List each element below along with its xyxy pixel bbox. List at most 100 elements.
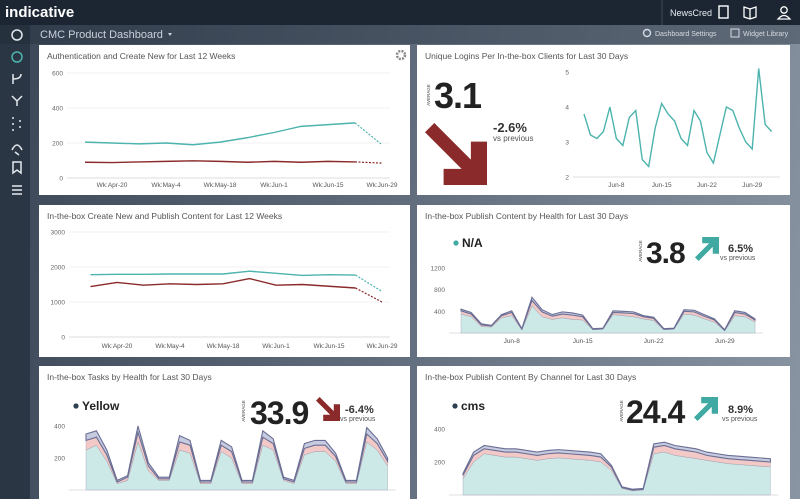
library-link[interactable]: Widget Library <box>743 31 789 38</box>
widget-title: In-the-box Tasks by Health for Last 30 D… <box>47 372 212 382</box>
account[interactable]: NewsCred <box>670 8 712 18</box>
kpi-change: 6.5% <box>728 243 753 255</box>
branch-icon[interactable] <box>12 73 22 84</box>
y-tick-label: 200 <box>52 141 63 148</box>
widget: Authentication and Create New for Last 1… <box>39 45 410 195</box>
kpi-change: -2.6% <box>493 120 527 135</box>
y-tick-label: 600 <box>52 71 63 78</box>
legend-label: cms <box>461 399 485 413</box>
trend-arrow <box>425 123 487 185</box>
logo[interactable]: indicative <box>5 4 74 21</box>
trend-arrow <box>695 237 719 261</box>
y-tick-label: 2 <box>565 175 569 182</box>
user-icon[interactable] <box>780 6 788 14</box>
sidebar-icons <box>11 29 23 195</box>
x-tick-label: Wk:Jun-15 <box>312 182 343 189</box>
y-tick-label: 400 <box>52 106 63 113</box>
caret[interactable] <box>168 33 172 36</box>
line-series <box>84 122 356 146</box>
line-series-projection <box>355 274 383 293</box>
y-tick-label: 200 <box>434 460 445 467</box>
top-bar <box>0 0 800 25</box>
x-tick-label: Wk:May-4 <box>155 343 185 350</box>
widget-canvas: Unique Logins Per In-the-box Clients for… <box>425 51 780 189</box>
line-series <box>90 277 356 289</box>
widget-title: In-the-box Publish Content By Channel fo… <box>425 372 636 382</box>
x-tick-label: Wk:Jun-29 <box>366 343 397 350</box>
x-tick-label: Jun-8 <box>608 182 625 189</box>
kpi-label: AVERAGE <box>638 240 643 261</box>
x-tick-label: Wk:May-18 <box>207 343 240 350</box>
y-tick-label: 400 <box>434 427 445 434</box>
settings-gear[interactable] <box>395 49 407 61</box>
y-tick-label: 800 <box>434 287 445 294</box>
widget-canvas: In-the-box Tasks by Health for Last 30 D… <box>47 372 396 491</box>
kpi-label: AVERAGE <box>426 84 431 105</box>
x-tick-label: Jun-15 <box>652 182 672 189</box>
trend-arrow <box>316 397 340 421</box>
x-tick-label: Wk:Jun-29 <box>366 182 397 189</box>
widget: Unique Logins Per In-the-box Clients for… <box>417 45 790 195</box>
funnel-icon[interactable] <box>11 144 23 156</box>
info-icon[interactable] <box>11 29 23 41</box>
widget: In-the-box Publish Content by Health for… <box>417 205 790 357</box>
x-tick-label: Wk:Apr-20 <box>97 182 128 189</box>
kpi-compare: vs previous <box>493 134 533 143</box>
y-tick-label: 3000 <box>51 230 66 237</box>
x-tick-label: Jun-22 <box>644 338 664 345</box>
x-tick-label: Jun-29 <box>742 182 762 189</box>
y-tick-label: 200 <box>54 456 65 463</box>
kpi-value: 3.1 <box>434 75 482 116</box>
y-tick-label: 3 <box>565 140 569 147</box>
gear-icon[interactable] <box>642 28 652 38</box>
y-tick-label: 0 <box>61 335 65 342</box>
widget-title: In-the-box Publish Content by Health for… <box>425 211 628 221</box>
kpi-value: 33.9 <box>250 395 308 431</box>
kpi-value: 3.8 <box>646 237 685 270</box>
y-tick-label: 4 <box>565 105 569 112</box>
dash-icon[interactable] <box>11 51 23 63</box>
y-tick-label: 5 <box>565 70 569 77</box>
line-series <box>84 160 356 164</box>
line-series-projection <box>354 161 383 164</box>
legend-label: Yellow <box>82 399 120 413</box>
y-tick-label: 400 <box>434 309 445 316</box>
trend-arrow <box>694 397 718 421</box>
widget-title: Unique Logins Per In-the-box Clients for… <box>425 51 628 61</box>
area-series <box>460 296 756 332</box>
x-tick-label: Wk:Jun-1 <box>260 182 288 189</box>
line-series-projection <box>355 287 383 303</box>
book-icon[interactable] <box>743 6 757 20</box>
dashboard-title[interactable]: CMC Product Dashboard <box>40 29 163 41</box>
doc-icon[interactable] <box>718 5 729 19</box>
legend-label: N/A <box>462 236 483 250</box>
y-tick-label: 1000 <box>51 300 66 307</box>
kpi-change: 8.9% <box>728 404 753 416</box>
widget-canvas: Authentication and Create New for Last 1… <box>47 49 407 189</box>
kpi-compare: vs previous <box>720 255 756 262</box>
bookmark-icon[interactable] <box>12 161 22 175</box>
line-series-projection <box>354 122 383 146</box>
flow-icon[interactable] <box>12 117 21 131</box>
merge-icon[interactable] <box>11 95 23 106</box>
widget-title: Authentication and Create New for Last 1… <box>47 51 235 61</box>
x-tick-label: Jun-29 <box>715 338 735 345</box>
legend-dot <box>73 403 79 409</box>
widget: In-the-box Publish Content By Channel fo… <box>417 366 790 499</box>
user-icon-body <box>776 14 792 20</box>
settings-link[interactable]: Dashboard Settings <box>655 31 717 38</box>
widget: In-the-box Create New and Publish Conten… <box>39 205 410 357</box>
kpi-label: AVERAGE <box>619 400 624 421</box>
x-tick-label: Jun-22 <box>697 182 717 189</box>
y-tick-label: 400 <box>54 424 65 431</box>
area-series <box>85 425 389 483</box>
x-tick-label: Wk:Apr-20 <box>102 343 133 350</box>
x-tick-label: Jun-8 <box>504 338 521 345</box>
list-icon[interactable] <box>12 185 22 195</box>
widget-title: In-the-box Create New and Publish Conten… <box>47 211 282 221</box>
library-icon[interactable] <box>730 28 740 38</box>
x-tick-label: Wk:May-4 <box>151 182 181 189</box>
x-tick-label: Wk:Jun-1 <box>262 343 290 350</box>
